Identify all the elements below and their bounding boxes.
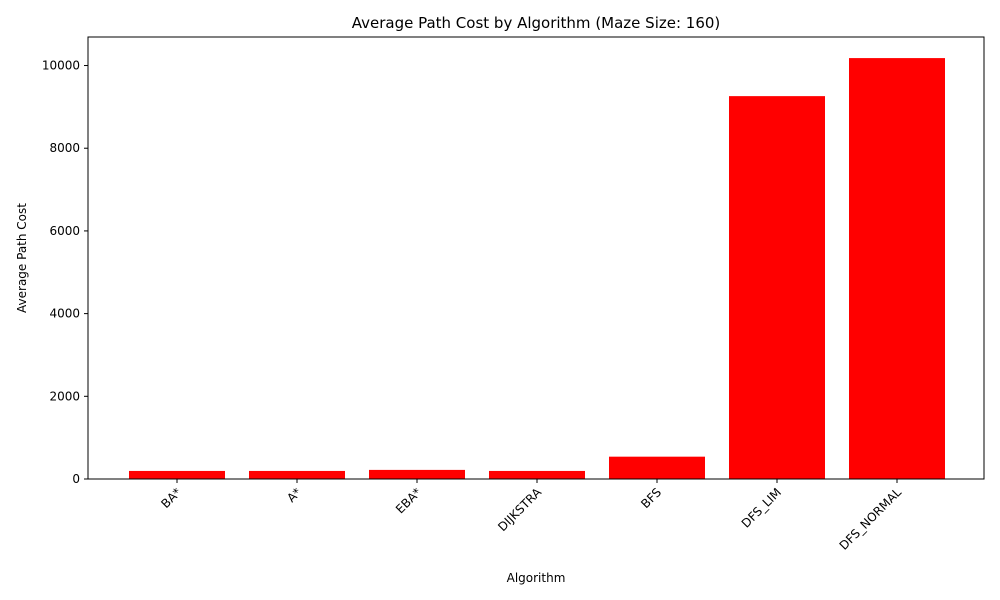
bar-dfs-lim <box>729 96 825 480</box>
bar-eba- <box>369 469 465 479</box>
x-tick-label: BA* <box>158 485 184 511</box>
bar-a- <box>249 470 345 479</box>
x-tick-label: DFS_LIM <box>739 485 784 530</box>
y-tick-label: 4000 <box>49 307 80 321</box>
y-tick-label: 8000 <box>49 141 80 155</box>
y-tick-label: 6000 <box>49 224 80 238</box>
y-axis-label: Average Path Cost <box>15 203 29 313</box>
chart-title: Average Path Cost by Algorithm (Maze Siz… <box>352 14 721 32</box>
x-axis-label: Algorithm <box>507 571 566 585</box>
plot-frame <box>87 36 985 480</box>
x-tick-label: BFS <box>638 485 664 511</box>
y-tick-label: 0 <box>72 472 80 486</box>
y-axis: 0 2000 4000 6000 8000 10000 <box>42 59 88 486</box>
bar-dijkstra <box>489 470 585 479</box>
x-tick-label: A* <box>284 485 304 505</box>
bar-ba- <box>129 470 225 479</box>
x-axis: BA* A* EBA* DIJKSTRA BFS DFS_LIM DFS_NORMAL <box>158 479 904 553</box>
bar-dfs-normal <box>849 58 945 479</box>
x-tick-label: DIJKSTRA <box>495 485 544 534</box>
x-tick-label: DFS_NORMAL <box>837 485 905 553</box>
x-tick-label: EBA* <box>393 485 424 516</box>
y-tick-label: 10000 <box>42 59 80 73</box>
bar-bfs <box>609 456 705 479</box>
y-tick-label: 2000 <box>49 389 80 403</box>
bars-group <box>129 58 945 480</box>
